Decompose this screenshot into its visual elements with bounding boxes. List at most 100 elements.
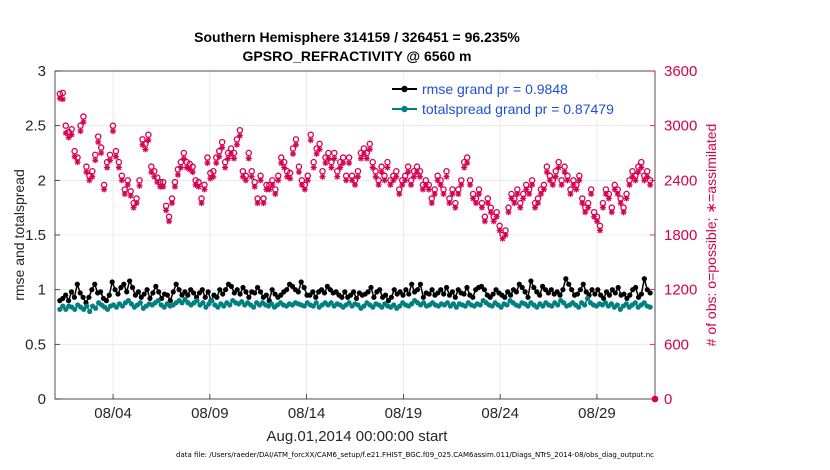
- x-tick-label: 08/09: [191, 405, 229, 422]
- obs-possible-point: [316, 140, 323, 148]
- obs-assimilated-point: [257, 177, 264, 184]
- obs-possible-point: [339, 154, 347, 161]
- obs-assimilated-stroke: [269, 182, 275, 188]
- obs-assimilated-point: [316, 146, 323, 153]
- rmse-point: [301, 284, 307, 291]
- obs-assimilated-point: [278, 160, 285, 167]
- obs-assimilated-stroke: [219, 144, 225, 151]
- obs-assimilated-point: [517, 204, 524, 211]
- obs-assimilated-stroke: [113, 154, 119, 160]
- obs-assimilated-point: [104, 164, 111, 171]
- obs-assimilated-point: [422, 181, 429, 188]
- rmse-point: [115, 291, 121, 297]
- obs-assimilated-stroke: [370, 164, 376, 171]
- totalspread-point: [72, 306, 78, 312]
- obs-assimilated-point: [440, 191, 447, 197]
- obs-possible-point: [354, 167, 362, 175]
- obs-possible-point: [59, 89, 67, 97]
- obs-assimilated-stroke: [319, 174, 326, 180]
- obs-assimilated-stroke: [378, 169, 385, 175]
- rmse-point: [461, 291, 467, 297]
- obs-assimilated-stroke: [535, 200, 541, 206]
- obs-assimilated-point: [537, 191, 544, 197]
- obs-assimilated-point: [523, 186, 530, 193]
- rmse-point: [68, 289, 75, 295]
- rmse-point: [92, 281, 98, 287]
- obs-assimilated-point: [189, 169, 196, 176]
- obs-assimilated-stroke: [532, 205, 538, 211]
- obs-assimilated-point: [74, 159, 81, 166]
- obs-possible-point: [443, 167, 450, 175]
- obs-possible-point: [310, 158, 317, 166]
- obs-assimilated-stroke: [69, 132, 75, 138]
- obs-assimilated-stroke: [210, 174, 216, 180]
- obs-assimilated-point: [487, 209, 494, 216]
- obs-assimilated-point: [585, 204, 592, 211]
- obs-assimilated-stroke: [151, 174, 157, 180]
- rmse-point: [525, 294, 531, 300]
- obs-assimilated-point: [449, 191, 456, 197]
- y2-tick-label: 2400: [664, 172, 697, 189]
- obs-assimilated-stroke: [384, 164, 391, 171]
- obs-assimilated-stroke: [192, 182, 199, 188]
- obs-assimilated-point: [635, 169, 642, 176]
- legend-marker-totalspread: [401, 105, 408, 113]
- obs-assimilated-point: [405, 169, 412, 176]
- obs-assimilated-stroke: [178, 164, 184, 171]
- obs-assimilated-point: [198, 200, 205, 207]
- rmse-point: [205, 289, 211, 295]
- obs-possible-point: [245, 149, 252, 157]
- y-tick-label: 1: [38, 282, 46, 299]
- obs-assimilated-point: [599, 204, 606, 211]
- rmse-point: [150, 290, 156, 296]
- obs-assimilated-point: [546, 177, 553, 184]
- obs-assimilated-stroke: [139, 142, 146, 148]
- obs-assimilated-stroke: [101, 186, 107, 193]
- obs-assimilated-stroke: [198, 200, 205, 206]
- rmse-point: [284, 287, 290, 293]
- rmse-point: [80, 294, 86, 300]
- obs-possible-point: [218, 138, 226, 146]
- rmse-point: [109, 279, 115, 285]
- obs-possible-point: [307, 131, 314, 139]
- y2-tick-label: 3600: [664, 63, 697, 80]
- rmse-point: [342, 289, 348, 295]
- obs-assimilated-stroke: [553, 174, 559, 180]
- rmse-point: [173, 281, 179, 287]
- obs-assimilated-point: [151, 173, 158, 180]
- obs-assimilated-stroke: [485, 200, 491, 206]
- obs-assimilated-point: [343, 177, 350, 184]
- totalspread-point: [155, 298, 161, 304]
- obs-assimilated-stroke: [293, 142, 299, 148]
- rmse-point: [502, 294, 508, 300]
- obs-possible-point: [204, 154, 211, 161]
- obs-assimilated-point: [121, 191, 128, 197]
- rmse-point: [97, 289, 104, 295]
- obs-assimilated-point: [552, 173, 559, 180]
- obs-possible-point: [62, 122, 69, 129]
- rmse-point: [77, 290, 83, 296]
- obs-assimilated-stroke: [511, 200, 518, 206]
- obs-assimilated-point: [109, 128, 116, 135]
- obs-assimilated-point: [620, 209, 627, 216]
- y-tick-label: 3: [38, 63, 46, 80]
- obs-assimilated-stroke: [257, 177, 264, 183]
- y2-tick-label: 1200: [664, 282, 697, 299]
- rmse-point: [365, 289, 371, 295]
- x-tick-label: 08/04: [94, 405, 132, 422]
- obs-possible-point: [92, 151, 99, 159]
- obs-assimilated-stroke: [287, 175, 293, 182]
- obs-assimilated-point: [216, 153, 223, 160]
- obs-assimilated-point: [290, 150, 297, 157]
- obs-assimilated-stroke: [446, 200, 453, 206]
- obs-assimilated-stroke: [142, 146, 149, 152]
- obs-assimilated-stroke: [393, 174, 399, 180]
- obs-assimilated-stroke: [334, 174, 340, 180]
- totalspread-point: [647, 304, 653, 310]
- obs-assimilated-stroke: [508, 195, 515, 202]
- obs-assimilated-point: [201, 186, 208, 193]
- obs-assimilated-stroke: [136, 183, 143, 189]
- obs-assimilated-stroke: [349, 177, 355, 183]
- rmse-point: [153, 283, 159, 289]
- obs-assimilated-point: [236, 132, 243, 139]
